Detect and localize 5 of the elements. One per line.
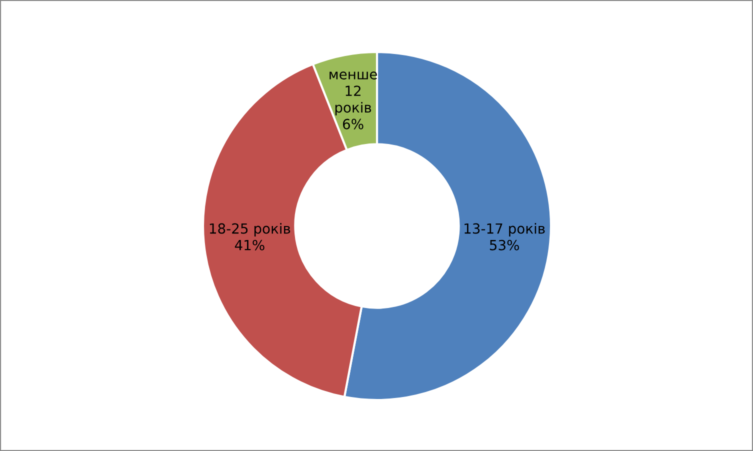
data-label: 53% bbox=[490, 240, 519, 250]
data-label: 6% bbox=[342, 118, 364, 130]
data-label: 41% bbox=[234, 240, 264, 250]
slice-label: 18-25 років bbox=[210, 223, 290, 236]
slice-label: 13-17 років bbox=[464, 223, 545, 236]
